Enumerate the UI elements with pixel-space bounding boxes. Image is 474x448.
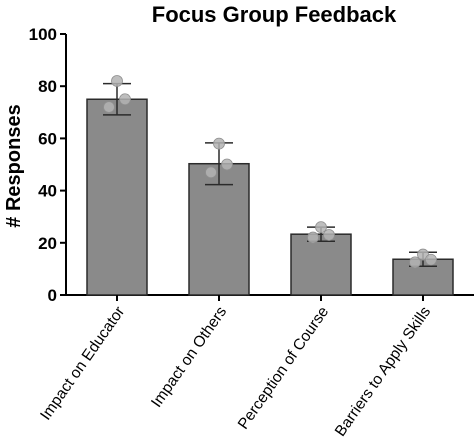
data-point xyxy=(111,75,123,87)
y-tick-label: 20 xyxy=(38,234,57,253)
y-tick-label: 0 xyxy=(48,286,57,305)
x-tick-label: Impact on Others xyxy=(148,303,230,410)
y-tick-label: 80 xyxy=(38,77,57,96)
data-point xyxy=(307,231,319,244)
plot-area: 0 20 40 60 80 100 Impact on Educator Impact on … xyxy=(29,25,474,440)
bar xyxy=(290,233,352,296)
data-point xyxy=(205,166,217,179)
x-tick-label: Barriers to Apply Skills xyxy=(332,303,435,439)
data-point xyxy=(221,158,233,171)
bar xyxy=(188,162,250,296)
data-point xyxy=(119,93,131,106)
data-point xyxy=(213,137,225,150)
data-point xyxy=(103,101,115,113)
data-point xyxy=(323,229,335,241)
y-axis-label: # Responses xyxy=(3,104,25,227)
data-point xyxy=(315,221,327,234)
x-tick-label: Perception of Course xyxy=(235,304,332,433)
chart-title: Focus Group Feedback xyxy=(152,2,397,27)
y-tick-label: 40 xyxy=(38,182,57,201)
bar xyxy=(86,98,148,296)
data-point xyxy=(425,253,437,266)
x-tick-label: Impact on Educator xyxy=(37,304,128,424)
data-point xyxy=(409,256,421,269)
y-tick-label: 100 xyxy=(29,25,57,44)
y-tick-label: 60 xyxy=(38,129,57,148)
